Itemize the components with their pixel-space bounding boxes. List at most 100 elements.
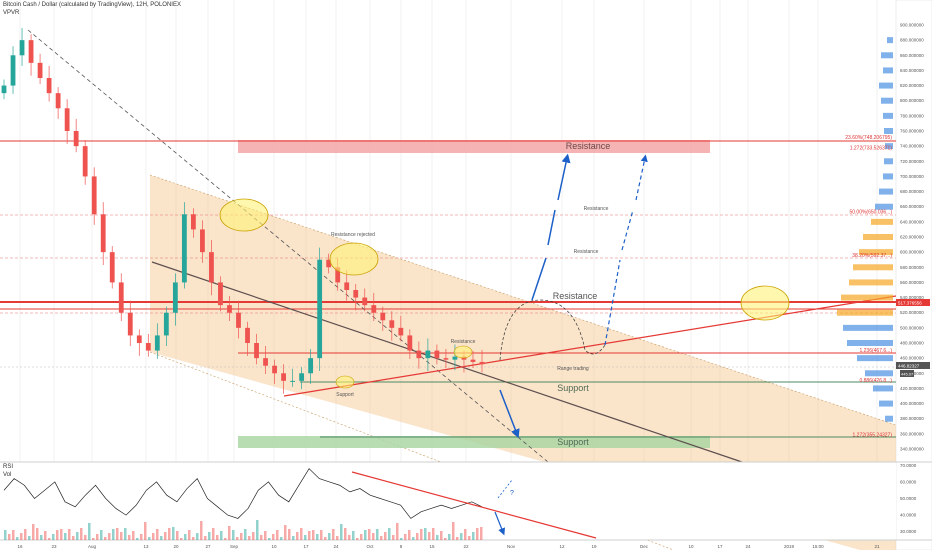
- fib-level-label: 1.272(355.24327): [853, 433, 893, 439]
- volume-bar: [328, 533, 331, 540]
- highlight-top: [219, 198, 269, 232]
- vol-title: Vol: [3, 472, 12, 478]
- y-tick-label: 840.000000: [900, 68, 924, 73]
- volume-bar: [404, 534, 407, 540]
- volume-bar: [316, 534, 319, 540]
- rising-trendline: [283, 295, 897, 397]
- candle-body: [1, 85, 7, 94]
- rsi-tick-label: 60.0000: [900, 479, 917, 484]
- candle-body: [371, 305, 377, 313]
- volume-bar: [464, 529, 467, 540]
- vpvr-bar: [871, 218, 893, 225]
- volume-bar: [28, 536, 31, 540]
- volume-bar: [64, 533, 67, 540]
- volume-bar: [156, 529, 159, 540]
- volume-bar: [364, 530, 367, 540]
- candle-body: [470, 359, 476, 362]
- vpvr-bar: [875, 203, 893, 210]
- x-tick-label: 10: [688, 544, 694, 549]
- y-tick-label: 340.000000: [900, 447, 924, 452]
- volume-bar: [376, 529, 379, 540]
- x-tick-label: 2019: [784, 544, 795, 549]
- candle-body: [37, 62, 43, 78]
- candle-body: [326, 259, 332, 268]
- volume-bar: [164, 532, 167, 540]
- y-tick-label: 380.000000: [900, 416, 924, 421]
- rsi-arrow-down: [494, 511, 506, 536]
- x-tick-label: 27: [205, 544, 211, 549]
- price-badge-current: [896, 362, 930, 369]
- price-badge-small-text: 445.07: [901, 372, 914, 377]
- volume-bar: [252, 532, 255, 540]
- volume-bar: [180, 538, 183, 540]
- candle-body: [163, 312, 169, 336]
- candle-body: [227, 305, 232, 313]
- vpvr-bar: [847, 340, 893, 346]
- candle-body: [389, 320, 395, 328]
- vpvr-bar: [887, 37, 893, 44]
- candle-body: [263, 358, 268, 366]
- vpvr-bar: [879, 82, 893, 89]
- candle-body: [425, 350, 431, 359]
- candle-body: [479, 361, 485, 365]
- volume-bar: [440, 531, 443, 540]
- candle-body: [308, 358, 314, 374]
- candle-body: [28, 40, 34, 63]
- volume-bar: [124, 528, 127, 540]
- support-zone: [238, 436, 710, 448]
- candle-body: [245, 327, 250, 343]
- volume-bar: [436, 535, 439, 540]
- candle-body: [452, 356, 458, 360]
- candle-body: [344, 282, 350, 290]
- x-tick-label: 15: [429, 544, 435, 549]
- volume-bar: [264, 531, 267, 540]
- volume-bar: [136, 538, 139, 540]
- vpvr-bar: [884, 158, 893, 165]
- volume-bar: [24, 529, 27, 540]
- volume-bar: [360, 534, 363, 540]
- volume-bar: [296, 532, 299, 540]
- volume-bar: [276, 530, 279, 540]
- volume-bar: [176, 531, 179, 540]
- volume-bar: [76, 532, 79, 540]
- y-tick-label: 700.000000: [900, 174, 924, 179]
- vpvr-bar: [837, 309, 893, 316]
- vpvr-bar: [873, 385, 893, 392]
- candle-body: [82, 146, 88, 177]
- volume-bar: [272, 534, 275, 540]
- volume-bar: [196, 533, 199, 540]
- volume-bar: [428, 532, 431, 540]
- price-badge-small: [900, 370, 914, 377]
- vpvr-bar: [843, 324, 893, 331]
- highlight-support-small: [335, 375, 355, 389]
- resistance-zone: [238, 140, 710, 153]
- volume-bar: [112, 529, 115, 540]
- vpvr-bar: [883, 67, 893, 74]
- arrow-up-2: [604, 158, 645, 346]
- channel-midline: [151, 261, 743, 463]
- volume-bar: [448, 534, 451, 540]
- candle-body: [46, 78, 52, 94]
- y-tick-label: 420.000000: [900, 386, 924, 391]
- volume-bar: [384, 532, 387, 540]
- x-tick-label: 8: [400, 544, 403, 549]
- volume-bar: [8, 534, 11, 540]
- volume-bar: [356, 538, 359, 540]
- candle-body: [218, 282, 223, 306]
- volume-bar: [456, 537, 459, 540]
- volume-bar: [240, 533, 243, 540]
- y-tick-label: 760.000000: [900, 129, 924, 134]
- rsi-tick-label: 30.0000: [900, 529, 917, 534]
- x-tick-label: 23: [51, 544, 57, 549]
- volume-bar: [148, 537, 151, 540]
- volume-bar: [56, 530, 59, 540]
- candle-body: [407, 335, 413, 351]
- volume-bar: [96, 534, 99, 540]
- vpvr-bar: [859, 249, 893, 256]
- vpvr-bar: [879, 188, 893, 195]
- volume-bar: [36, 528, 39, 540]
- highlight-resistance-small: [453, 345, 473, 359]
- x-tick-label: Oct: [366, 544, 374, 549]
- y-tick-label: 660.000000: [900, 204, 924, 209]
